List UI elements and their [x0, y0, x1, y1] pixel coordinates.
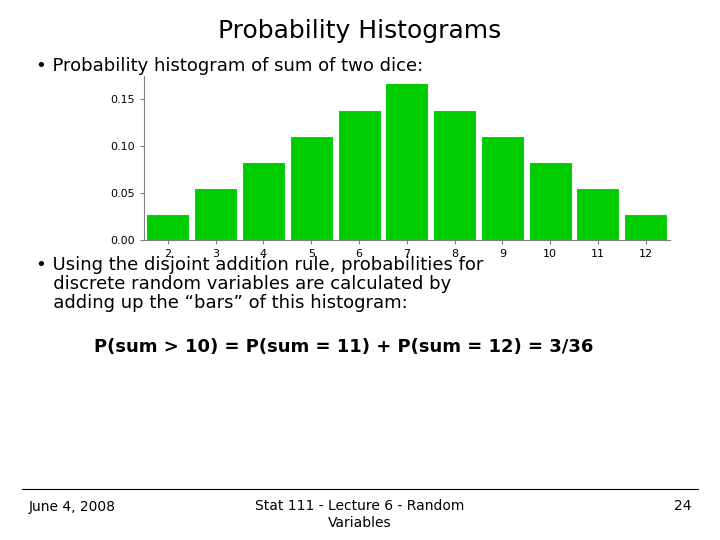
Bar — [194, 188, 237, 240]
Bar — [433, 110, 476, 240]
Text: adding up the “bars” of this histogram:: adding up the “bars” of this histogram: — [36, 294, 408, 312]
Bar — [624, 214, 667, 240]
Text: • Using the disjoint addition rule, probabilities for: • Using the disjoint addition rule, prob… — [36, 256, 483, 274]
Text: 24: 24 — [674, 500, 691, 514]
Text: • Probability histogram of sum of two dice:: • Probability histogram of sum of two di… — [36, 57, 423, 75]
Text: discrete random variables are calculated by: discrete random variables are calculated… — [36, 275, 451, 293]
Bar — [385, 84, 428, 240]
Bar — [481, 136, 524, 240]
Text: Probability Histograms: Probability Histograms — [218, 19, 502, 43]
Text: Stat 111 - Lecture 6 - Random
Variables: Stat 111 - Lecture 6 - Random Variables — [256, 500, 464, 530]
Bar — [577, 188, 619, 240]
Bar — [338, 110, 380, 240]
Text: P(sum > 10) = P(sum = 11) + P(sum = 12) = 3/36: P(sum > 10) = P(sum = 11) + P(sum = 12) … — [94, 338, 593, 355]
Bar — [242, 162, 285, 240]
Text: June 4, 2008: June 4, 2008 — [29, 500, 116, 514]
Bar — [289, 136, 333, 240]
Bar — [146, 214, 189, 240]
Bar — [528, 162, 572, 240]
